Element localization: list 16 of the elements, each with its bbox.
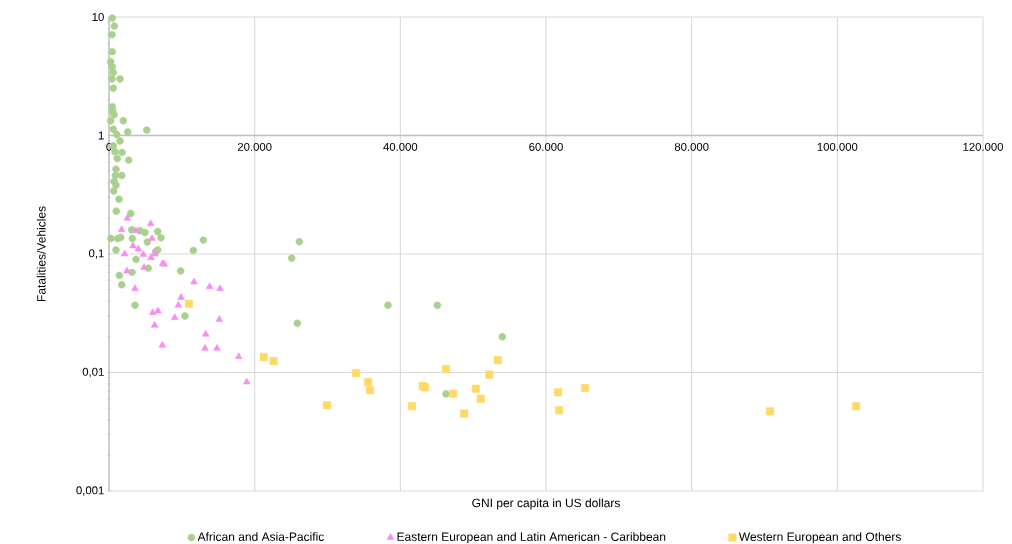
legend-label: Western European and Others [738, 532, 901, 544]
y-tick-label: 1 [98, 131, 104, 140]
x-tick-label: 100.000 [817, 142, 858, 151]
y-tick-label: 0,01 [82, 367, 104, 378]
x-tick-label: 120.000 [963, 142, 1004, 151]
x-tick-label: 20.000 [237, 142, 272, 151]
x-tick-label: 80.000 [674, 142, 709, 151]
legend-label: Eastern European and Latin American - Caribbean [397, 532, 666, 544]
x-axis-title: GNI per capita in US dollars [472, 498, 620, 510]
x-tick-label: 40.000 [383, 142, 418, 151]
y-axis-title: Fatalities/Vehicles [36, 206, 46, 302]
x-tick-label: 60.000 [529, 142, 563, 151]
y-tick-label: 10 [92, 12, 104, 21]
legend-label: African and Asia-Pacific [197, 532, 324, 541]
y-tick-label: 0,001 [76, 486, 104, 496]
y-tick-label: 0,1 [88, 249, 104, 259]
